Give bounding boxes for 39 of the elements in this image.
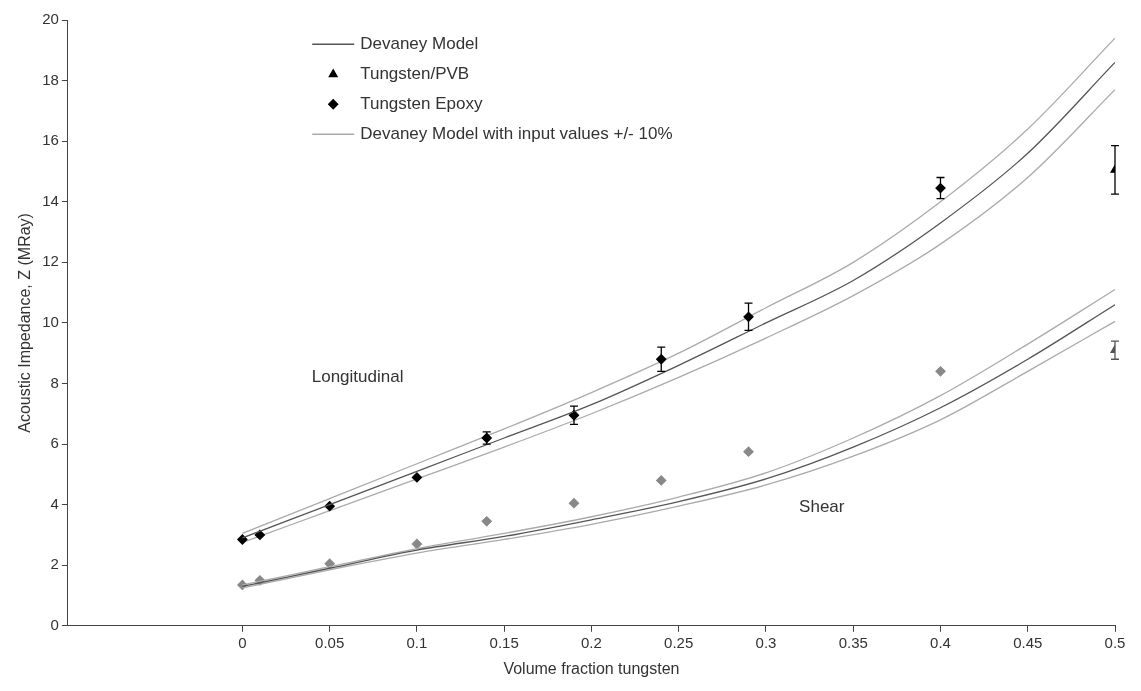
point — [656, 475, 667, 486]
y-tick-label: 0 — [50, 615, 59, 633]
point — [411, 538, 423, 550]
legend-label: Devaney Model with input values +/- 10% — [360, 123, 673, 143]
point — [935, 366, 946, 377]
point — [411, 472, 423, 483]
x-tick-label: 0 — [238, 633, 247, 651]
x-axis-title: Volume fraction tungsten — [503, 659, 680, 677]
y-tick-label: 16 — [42, 131, 59, 149]
y-tick-label: 6 — [50, 434, 59, 452]
x-tick-label: 0.35 — [838, 633, 868, 651]
point — [568, 497, 580, 509]
x-tick-label: 0.1 — [406, 633, 428, 651]
y-tick-label: 8 — [50, 373, 59, 391]
annotation: Shear — [799, 497, 845, 517]
annotation: Longitudinal — [311, 367, 404, 387]
y-tick-label: 18 — [42, 70, 59, 88]
point — [324, 558, 335, 569]
y-tick-label: 10 — [42, 313, 59, 331]
y-tick-label: 12 — [42, 252, 59, 270]
y-tick-label: 4 — [50, 494, 59, 512]
y-tick-label: 2 — [50, 555, 59, 573]
x-tick-label: 0.4 — [930, 633, 951, 651]
x-tick-label: 0.45 — [1013, 633, 1043, 651]
x-tick-label: 0.2 — [581, 633, 602, 651]
x-tick-label: 0.5 — [1104, 633, 1126, 651]
x-tick-label: 0.15 — [489, 633, 519, 651]
point — [237, 534, 248, 545]
legend-label: Tungsten Epoxy — [360, 93, 483, 113]
y-axis-title: Acoustic Impedance, Z (MRay) — [16, 213, 34, 433]
legend-label: Tungsten/PVB — [360, 63, 470, 83]
legend-label: Devaney Model — [360, 33, 479, 53]
x-tick-label: 0.3 — [755, 633, 777, 651]
y-tick-label: 14 — [42, 191, 59, 209]
point — [481, 516, 492, 527]
point — [743, 446, 754, 457]
x-tick-label: 0.25 — [664, 633, 694, 651]
y-tick-label: 20 — [42, 10, 59, 28]
x-tick-label: 0.05 — [315, 633, 345, 651]
